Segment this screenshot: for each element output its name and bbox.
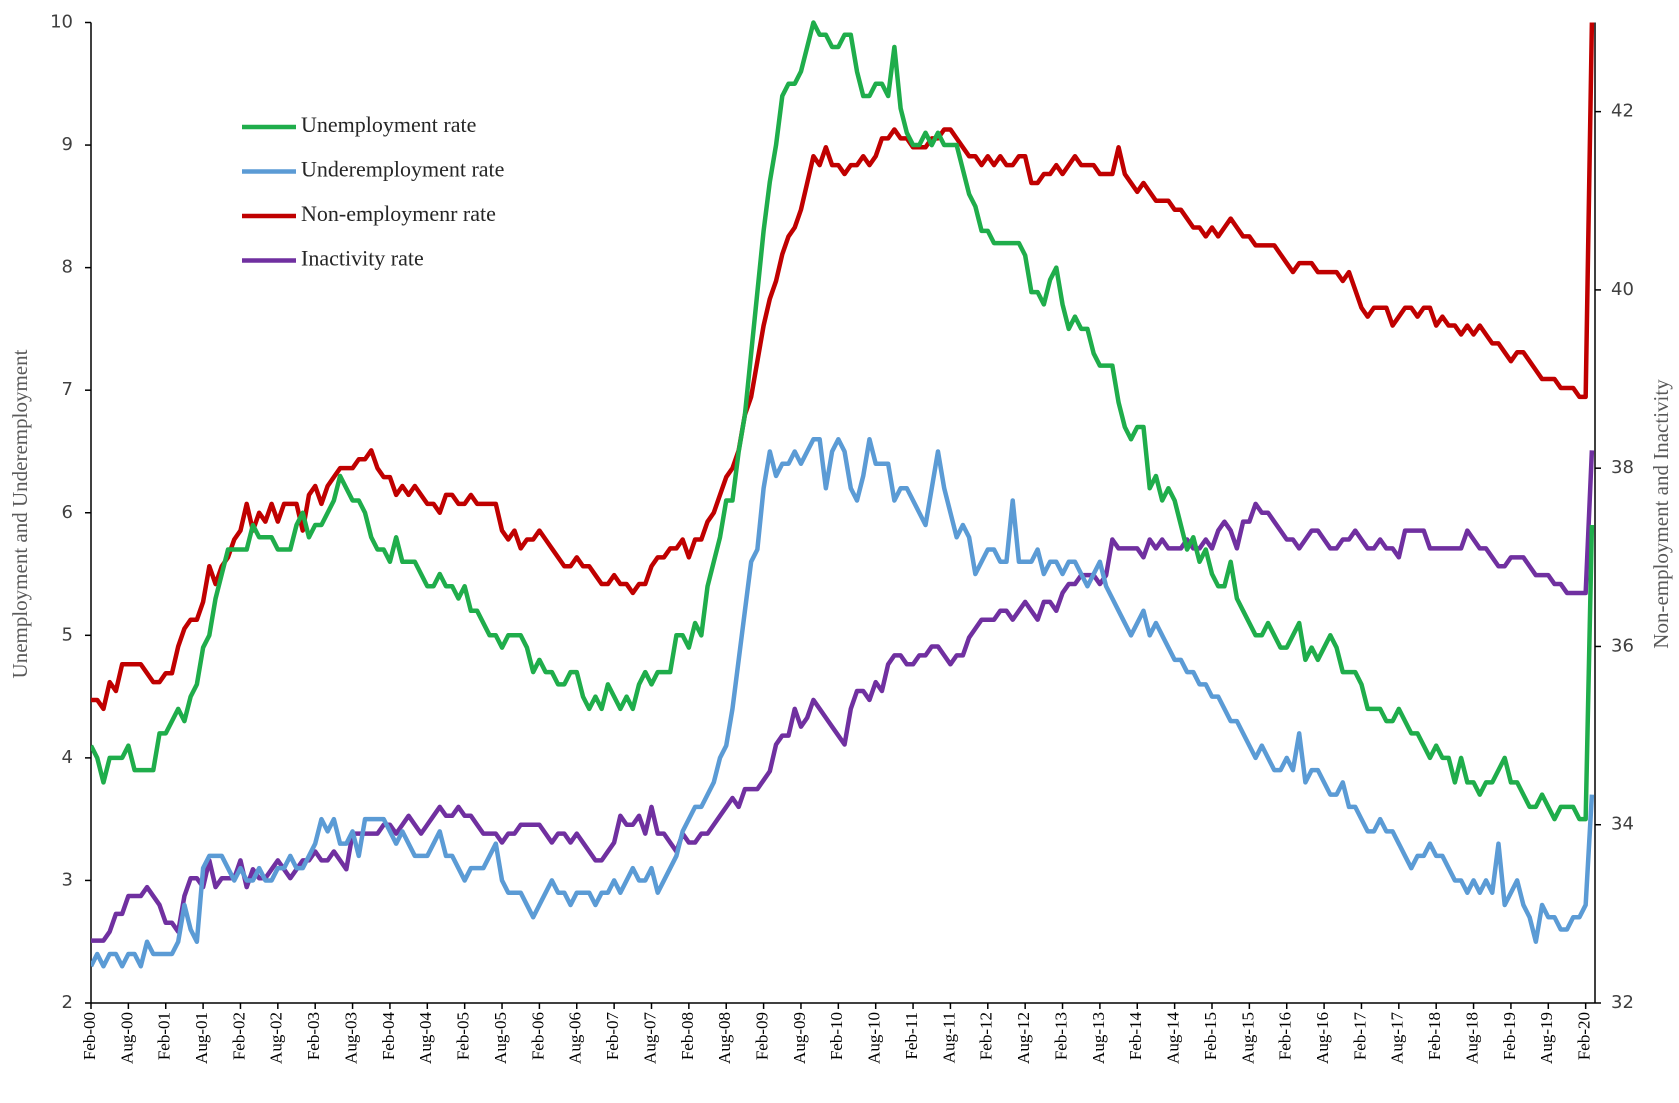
x-tick-label: Feb-00 (80, 1012, 99, 1060)
y-tick-label: 3 (62, 869, 73, 890)
x-tick-label: Aug-16 (1313, 1012, 1332, 1064)
legend-label: Underemployment rate (301, 157, 504, 182)
y-tick-label: 10 (50, 12, 73, 33)
x-tick-label: Feb-10 (827, 1012, 846, 1060)
series-line (91, 22, 1595, 712)
series-line (91, 20, 1595, 822)
x-tick-label: Aug-10 (865, 1012, 884, 1064)
x-tick-label: Aug-13 (1089, 1012, 1108, 1064)
x-tick-label: Feb-14 (1126, 1012, 1145, 1061)
x-tick-label: Feb-18 (1425, 1012, 1444, 1060)
y-tick-label: 4 (62, 747, 73, 768)
x-tick-label: Aug-17 (1388, 1012, 1407, 1064)
x-tick-label: Feb-04 (379, 1012, 398, 1061)
x-tick-label: Feb-13 (1051, 1012, 1070, 1060)
y-axis-title: Unemployment and Underemployment (8, 349, 32, 678)
y2-tick-label: 34 (1611, 814, 1634, 835)
y-tick-label: 8 (62, 257, 73, 278)
x-tick-label: Aug-07 (640, 1012, 659, 1064)
x-tick-label: Feb-17 (1350, 1012, 1369, 1061)
x-tick-label: Aug-06 (566, 1012, 585, 1064)
y2-tick-label: 32 (1611, 992, 1634, 1013)
x-tick-label: Aug-12 (1014, 1012, 1033, 1064)
x-tick-label: Aug-00 (117, 1012, 136, 1064)
x-tick-label: Aug-19 (1537, 1012, 1556, 1064)
y2-tick-label: 38 (1611, 457, 1634, 478)
x-tick-label: Feb-02 (229, 1012, 248, 1060)
y2-axis-title: Non-employment and Inactivity (1649, 379, 1673, 649)
x-tick-label: Feb-19 (1500, 1012, 1519, 1060)
x-tick-label: Feb-16 (1276, 1012, 1295, 1060)
x-tick-label: Feb-05 (454, 1012, 473, 1060)
x-tick-label: Aug-01 (192, 1012, 211, 1064)
x-tick-label: Aug-05 (491, 1012, 510, 1064)
legend-label: Non-employmenr rate (301, 201, 496, 226)
x-tick-label: Feb-03 (304, 1012, 323, 1060)
x-tick-label: Aug-02 (267, 1012, 286, 1064)
x-tick-label: Feb-15 (1201, 1012, 1220, 1060)
series-line (91, 436, 1595, 969)
x-tick-label: Feb-06 (528, 1012, 547, 1060)
series-line (91, 450, 1595, 943)
x-tick-label: Aug-14 (1164, 1012, 1183, 1064)
x-tick-label: Feb-01 (155, 1012, 174, 1060)
y2-tick-label: 36 (1611, 635, 1634, 656)
legend-label: Inactivity rate (301, 246, 424, 271)
x-tick-label: Aug-11 (939, 1012, 958, 1063)
y-tick-label: 5 (62, 624, 73, 645)
x-tick-label: Aug-08 (715, 1012, 734, 1064)
x-tick-label: Feb-12 (977, 1012, 996, 1060)
legend-label: Unemployment rate (301, 112, 476, 137)
y2-tick-label: 40 (1611, 279, 1634, 300)
x-tick-label: Aug-15 (1238, 1012, 1257, 1064)
x-tick-label: Aug-04 (416, 1012, 435, 1064)
x-tick-label: Feb-11 (902, 1012, 921, 1060)
x-tick-label: Feb-07 (603, 1012, 622, 1061)
x-tick-label: Feb-09 (753, 1012, 772, 1060)
y-tick-label: 7 (62, 379, 73, 400)
x-tick-label: Aug-18 (1462, 1012, 1481, 1064)
x-tick-label: Feb-20 (1575, 1012, 1594, 1060)
x-tick-label: Aug-03 (341, 1012, 360, 1064)
y2-tick-label: 42 (1611, 101, 1634, 122)
y-tick-label: 2 (62, 992, 73, 1013)
y-tick-label: 6 (62, 502, 73, 523)
x-tick-label: Feb-08 (678, 1012, 697, 1060)
x-tick-label: Aug-09 (790, 1012, 809, 1064)
y-tick-label: 9 (62, 134, 73, 155)
